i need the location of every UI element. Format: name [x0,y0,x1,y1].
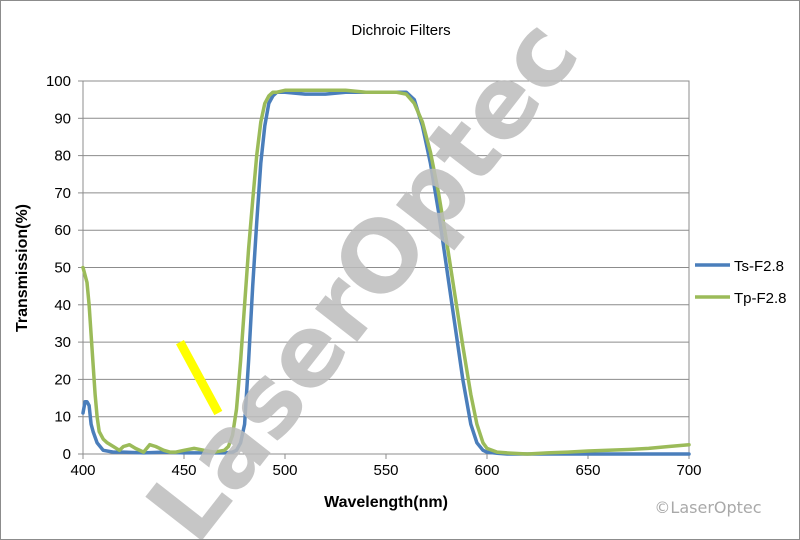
x-tick-label: 450 [171,462,196,479]
copyright-text: ©LaserOptec [654,498,761,517]
x-tick-label: 700 [676,462,701,479]
legend: Ts-F2.8 Tp-F2.8 [695,258,787,307]
y-tick-label: 90 [54,110,71,127]
y-tick-label: 80 [54,148,71,165]
y-tick-label: 70 [54,185,71,202]
y-tick-label: 30 [54,334,71,351]
legend-label-ts-f2.8: Ts-F2.8 [734,258,784,275]
data-series [81,88,691,456]
chart-title: Dichroic Filters [351,22,450,39]
x-tick-label: 550 [373,462,398,479]
yellow-highlight-mark [176,339,223,416]
y-tick-label: 100 [46,73,71,90]
x-tick-label: 500 [272,462,297,479]
y-tick-label: 40 [54,297,71,314]
y-tick-label: 20 [54,371,71,388]
x-axis-label: Wavelength(nm) [324,494,448,511]
y-axis-label: Transmission(%) [14,204,31,332]
y-tick-label: 50 [54,260,71,277]
x-tick-label: 600 [474,462,499,479]
y-tick-label: 10 [54,409,71,426]
x-axis-ticks: 400 450 500 550 600 650 700 [70,454,702,479]
legend-label-tp-f2.8: Tp-F2.8 [734,290,787,307]
yellow-highlight-stroke [176,339,223,416]
x-tick-label: 650 [575,462,600,479]
x-tick-label: 400 [70,462,95,479]
y-tick-label: 0 [63,446,71,463]
series-line-tp-f2.8 [81,88,691,456]
y-axis-ticks: 0 10 20 30 40 50 60 70 80 90 100 [46,73,83,463]
watermark-text: LaserOptec [125,1,601,539]
series-line-ts-f2.8 [81,90,691,456]
y-tick-label: 60 [54,222,71,239]
